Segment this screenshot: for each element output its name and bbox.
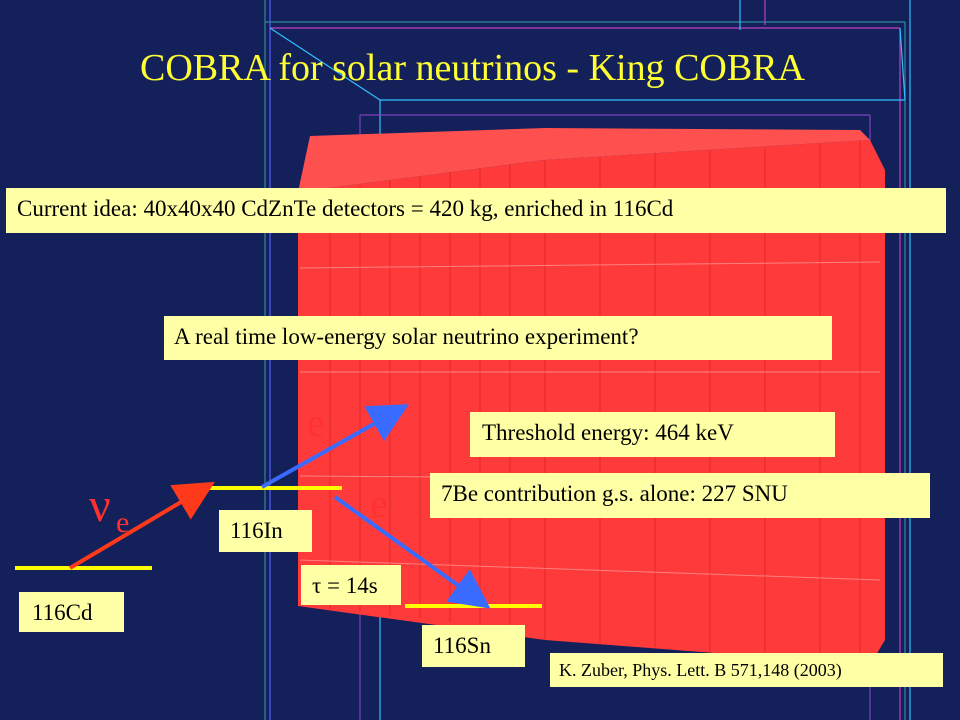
reference-box: K. Zuber, Phys. Lett. B 571,148 (2003)	[550, 653, 943, 687]
be7-contribution-box: 7Be contribution g.s. alone: 227 SNU	[430, 473, 930, 518]
real-time-question-box: A real time low-energy solar neutrino ex…	[164, 316, 832, 360]
threshold-energy-box: Threshold energy: 464 keV	[470, 412, 835, 457]
current-idea-box: Current idea: 40x40x40 CdZnTe detectors …	[6, 188, 946, 233]
electron-symbol-upper: e	[307, 400, 325, 445]
slide-title: COBRA for solar neutrinos - King COBRA	[140, 47, 805, 89]
label-116cd: 116Cd	[19, 592, 124, 632]
detector-array	[298, 128, 885, 665]
label-116sn: 116Sn	[422, 625, 525, 667]
label-tau: τ = 14s	[301, 565, 401, 605]
electron-arrow-upper	[261, 404, 409, 489]
neutrino-symbol: ν	[89, 479, 111, 532]
neutrino-subscript: e	[116, 506, 130, 539]
electron-arrow-lower	[333, 495, 491, 609]
neutrino-arrow	[68, 481, 215, 570]
label-116in: 116In	[219, 510, 312, 552]
electron-symbol-lower: e	[370, 481, 388, 526]
